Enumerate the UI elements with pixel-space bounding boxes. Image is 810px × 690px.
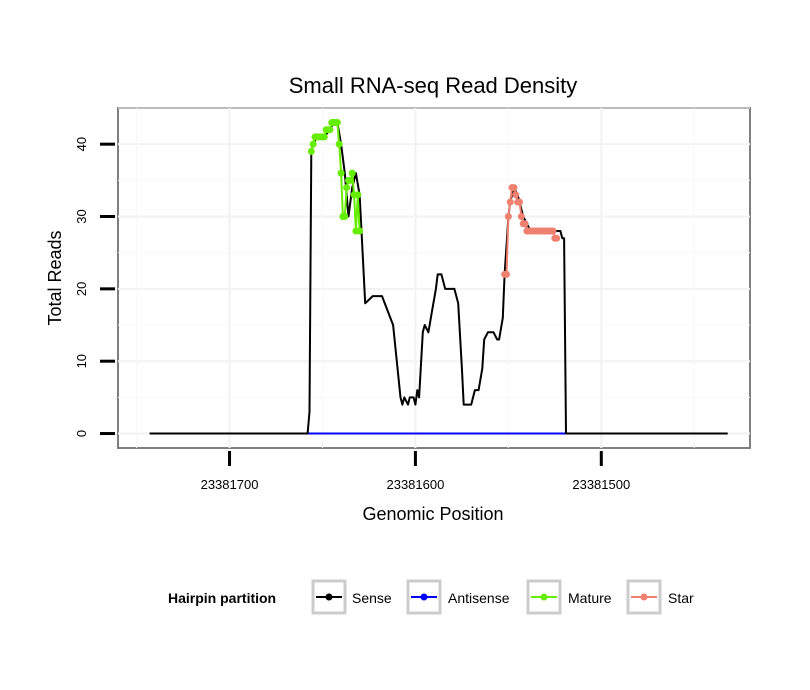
data-point-star bbox=[510, 184, 518, 192]
data-point-mature bbox=[356, 227, 364, 235]
legend-key-antisense-dot bbox=[420, 593, 428, 601]
y-tick-label: 10 bbox=[74, 354, 89, 368]
data-point-star bbox=[512, 191, 520, 199]
axes: 0 10 20 30 40 23381700 23381600 23381500 bbox=[74, 137, 630, 492]
x-tick-label: 23381700 bbox=[201, 477, 259, 492]
legend: Hairpin partition Sense Antisense Mature… bbox=[168, 579, 694, 615]
data-point-mature bbox=[320, 133, 328, 141]
legend-key-sense-dot bbox=[325, 593, 333, 601]
data-point-mature bbox=[337, 169, 345, 177]
plot-panel bbox=[117, 107, 751, 449]
y-tick-label: 30 bbox=[74, 209, 89, 223]
legend-key-mature-dot bbox=[540, 593, 548, 601]
x-tick-label: 23381600 bbox=[386, 477, 444, 492]
data-point-mature bbox=[335, 140, 343, 148]
data-point-mature bbox=[343, 184, 351, 192]
legend-label-antisense: Antisense bbox=[448, 590, 510, 606]
data-point-mature bbox=[346, 176, 354, 184]
data-point-mature bbox=[348, 169, 356, 177]
x-axis-title: Genomic Position bbox=[362, 504, 503, 524]
data-point-star bbox=[506, 198, 514, 206]
legend-key-star-dot bbox=[640, 593, 648, 601]
chart-title: Small RNA-seq Read Density bbox=[289, 73, 578, 98]
legend-label-sense: Sense bbox=[352, 590, 392, 606]
data-point-mature bbox=[333, 118, 341, 126]
y-tick-label: 20 bbox=[74, 282, 89, 296]
y-tick-label: 0 bbox=[74, 430, 89, 437]
data-point-star bbox=[502, 270, 510, 278]
series-layer bbox=[149, 118, 728, 435]
data-point-mature bbox=[326, 126, 334, 134]
x-tick-label: 23381500 bbox=[572, 477, 630, 492]
legend-label-star: Star bbox=[668, 590, 694, 606]
data-point-mature bbox=[354, 191, 362, 199]
data-point-star bbox=[517, 213, 525, 221]
data-point-mature bbox=[307, 147, 315, 155]
data-point-star bbox=[549, 227, 557, 235]
legend-title: Hairpin partition bbox=[168, 590, 276, 606]
y-tick-label: 40 bbox=[74, 137, 89, 151]
legend-label-mature: Mature bbox=[568, 590, 612, 606]
data-point-star bbox=[504, 213, 512, 221]
data-point-star bbox=[521, 220, 529, 228]
data-point-mature bbox=[341, 213, 349, 221]
data-point-star bbox=[516, 198, 524, 206]
data-point-star bbox=[553, 234, 561, 242]
y-axis-title: Total Reads bbox=[45, 230, 65, 325]
data-point-mature bbox=[309, 140, 317, 148]
